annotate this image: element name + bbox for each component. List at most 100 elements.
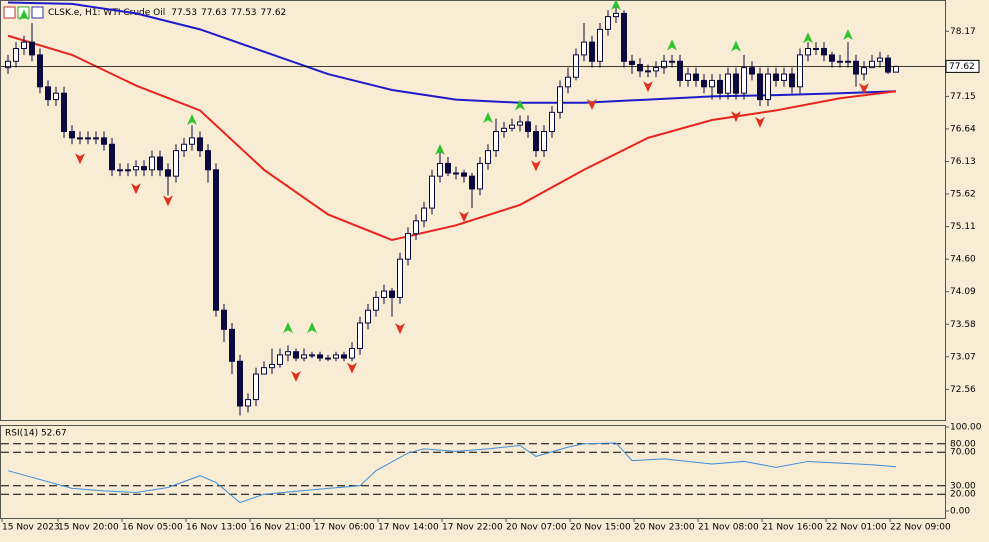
candle-body: [437, 162, 443, 177]
rsi-tick-label: 80.00: [950, 439, 976, 449]
candle-body: [61, 92, 67, 132]
candle-body: [765, 73, 771, 101]
candle-body: [789, 73, 795, 88]
candle-body: [101, 137, 107, 145]
ohlc-close: 77.62: [261, 8, 287, 18]
ohlc-high: 77.63: [201, 8, 227, 18]
fractal-up: [611, 0, 621, 11]
candle-body: [877, 57, 883, 62]
candle-body: [317, 354, 323, 359]
candle-body: [509, 124, 515, 129]
x-tick-label: 16 Nov 05:00: [122, 523, 183, 533]
price-pane: [0, 0, 946, 421]
candle-body: [525, 121, 531, 132]
candle-body: [253, 373, 259, 401]
fractal-down: [731, 111, 741, 123]
rsi-pane: [0, 425, 946, 519]
candle-body: [477, 162, 483, 190]
candle-body: [421, 207, 427, 222]
candle-body: [589, 41, 595, 62]
candle-body: [717, 79, 723, 94]
candle-body: [533, 130, 539, 152]
candle-body: [597, 28, 603, 62]
fractal-down: [75, 153, 85, 165]
rsi-tick-label: 20.00: [950, 490, 976, 500]
candle-body: [653, 67, 659, 72]
fractal-down: [131, 183, 141, 195]
y-tick-label: 75.62: [950, 190, 976, 200]
candle-body: [381, 290, 387, 298]
candle-body: [117, 169, 123, 172]
fractal-down: [587, 99, 597, 111]
candle-body: [453, 172, 459, 175]
candle-body: [629, 60, 635, 65]
fractal-up: [843, 29, 853, 41]
candle-body: [341, 354, 347, 359]
candle-body: [237, 360, 243, 407]
fractal-up: [187, 114, 197, 125]
fractal-up: [283, 322, 293, 334]
candle-body: [821, 48, 827, 56]
x-tick-label: 17 Nov 06:00: [314, 523, 375, 533]
candle-body: [173, 150, 179, 177]
candle-body: [557, 86, 563, 113]
fractal-up: [667, 39, 677, 51]
candle-body: [517, 121, 523, 126]
candle-body: [685, 73, 691, 81]
fractal-up: [19, 9, 29, 21]
candle-body: [797, 54, 803, 88]
x-tick-label: 20 Nov 15:00: [570, 523, 631, 533]
y-tick-label: 76.64: [950, 124, 976, 134]
candle-body: [45, 86, 51, 101]
y-tick-label: 73.07: [950, 352, 976, 362]
ohlc-low: 77.53: [231, 8, 257, 18]
candle-body: [693, 73, 699, 81]
candle-body: [493, 130, 499, 152]
candle-body: [205, 150, 211, 171]
x-tick-label: 20 Nov 07:00: [506, 523, 567, 533]
fractal-up: [483, 112, 493, 124]
fractal-down: [755, 116, 765, 128]
candle-body: [861, 67, 867, 75]
candle-body: [261, 367, 267, 375]
candle-body: [141, 166, 147, 171]
moving-average: [7, 34, 897, 242]
candle-body: [357, 322, 363, 350]
candle-body: [637, 63, 643, 72]
fractal-down: [163, 195, 173, 207]
candle-body: [869, 60, 875, 69]
candle-body: [893, 65, 899, 73]
x-tick-label: 22 Nov 09:00: [890, 523, 951, 533]
candle-body: [853, 60, 859, 75]
candle-body: [53, 92, 59, 101]
candle-body: [301, 354, 307, 359]
candle-body: [661, 60, 667, 69]
y-tick-label: 73.58: [950, 320, 976, 330]
candle-body: [149, 156, 155, 171]
rsi-tick-label: 0.00: [950, 507, 970, 517]
candle-body: [645, 70, 651, 73]
fractal-down: [291, 370, 301, 382]
candle-body: [325, 357, 331, 360]
fractal-down: [531, 160, 541, 172]
ohlc-open: 77.53: [171, 8, 197, 18]
fractal-up: [435, 144, 445, 155]
symbol: CLSK.e, H1: WTI Crude Oil: [48, 8, 165, 18]
rsi-tick-label: 100.00: [950, 423, 982, 433]
candle-body: [93, 137, 99, 140]
icon: [31, 6, 44, 19]
y-tick-label: 78.17: [950, 27, 976, 37]
x-tick-label: 15 Nov 2023: [2, 523, 60, 533]
candle-body: [165, 169, 171, 177]
y-tick-label: 76.13: [950, 157, 976, 167]
candle-body: [13, 48, 19, 62]
candle-body: [413, 220, 419, 235]
candle-body: [605, 16, 611, 30]
candle-body: [397, 258, 403, 298]
candle-body: [885, 57, 891, 73]
x-tick-label: 22 Nov 01:00: [826, 523, 887, 533]
candle-body: [781, 73, 787, 81]
candle-body: [445, 162, 451, 174]
